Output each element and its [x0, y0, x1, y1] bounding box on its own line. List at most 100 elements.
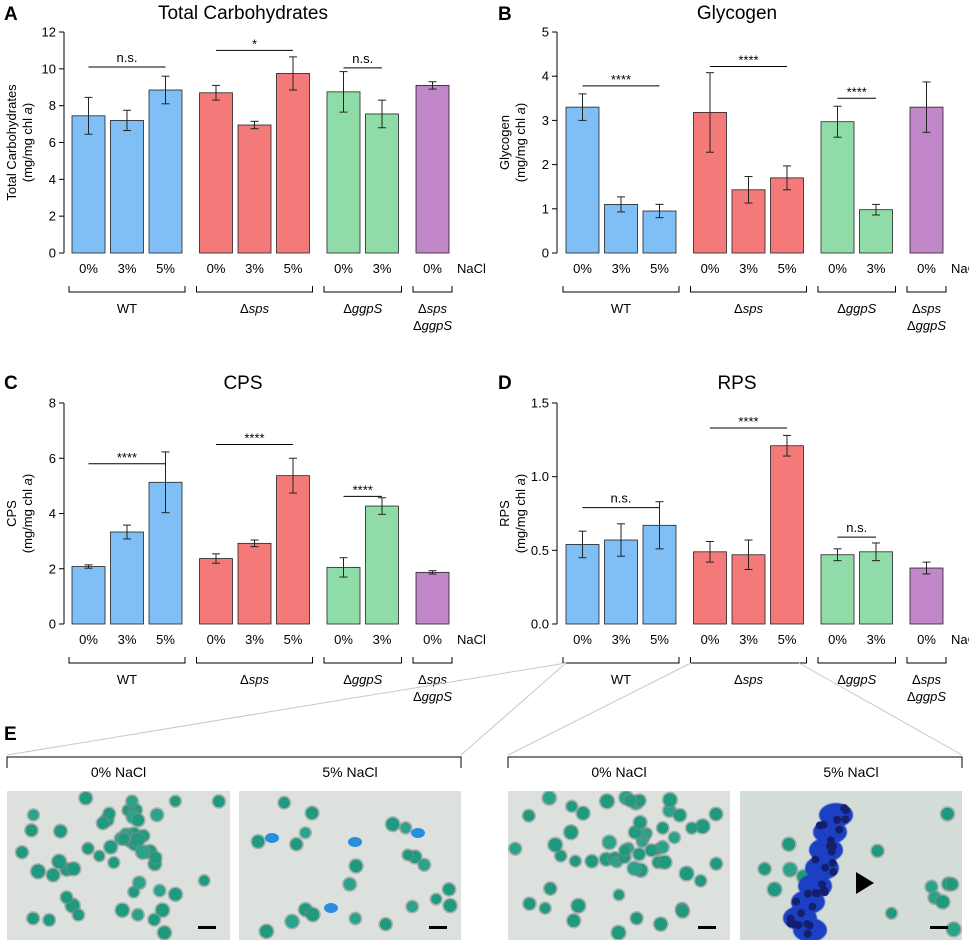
group-bracket	[412, 657, 453, 664]
rps-blob	[411, 828, 425, 838]
x-tick-label: 3%	[867, 632, 886, 647]
significance-label: *	[252, 36, 257, 51]
cell	[379, 918, 392, 930]
cell	[679, 866, 694, 881]
x-tick-label: 5%	[156, 632, 175, 647]
cell	[567, 914, 580, 927]
group-bracket	[323, 657, 402, 664]
aggregate-cell	[829, 867, 838, 876]
x-tick-label: 3%	[612, 632, 631, 647]
cell	[132, 909, 144, 921]
panel-e-bracket	[507, 756, 963, 768]
bar	[71, 566, 106, 625]
cell	[611, 926, 626, 940]
cell	[400, 822, 411, 834]
bar	[859, 209, 893, 254]
group-label: ΔggpS	[413, 318, 452, 333]
significance-label: ****	[738, 414, 758, 429]
group-label: Δsps	[734, 672, 763, 687]
significance-label: ****	[244, 430, 264, 445]
cell	[542, 791, 556, 805]
panel-e-microscopy: E 0% NaCl 5% NaCl 0% NaCl 5% NaCl	[4, 662, 963, 940]
y-axis-label: Glycogen	[497, 115, 512, 170]
micrograph-image	[740, 791, 962, 940]
cell	[695, 875, 707, 887]
y-axis-label: CPS	[4, 500, 19, 527]
group-bracket	[323, 286, 402, 293]
group-bracket	[196, 286, 313, 293]
cell	[630, 912, 643, 925]
y-tick-label: 5	[542, 25, 549, 40]
y-tick-label: 8	[49, 396, 56, 411]
cell	[103, 808, 115, 820]
x-tick-label: 0%	[701, 261, 720, 276]
cell	[148, 914, 160, 926]
aggregate-cell	[833, 815, 842, 824]
chart-title: Total Carbohydrates	[158, 3, 328, 24]
group-label: ΔggpS	[343, 672, 382, 687]
x-tick-label: 3%	[118, 632, 137, 647]
panel-letter: C	[4, 373, 18, 394]
micrograph-image	[508, 791, 730, 940]
x-tick-label: 0%	[701, 632, 720, 647]
cell	[108, 857, 120, 868]
panel-letter: E	[4, 724, 17, 745]
bar	[237, 124, 272, 254]
bar	[415, 571, 450, 625]
significance-label: ****	[117, 450, 137, 465]
cell	[54, 825, 67, 838]
y-tick-label: 0	[542, 246, 549, 261]
cell	[27, 912, 39, 925]
group-label: WT	[117, 301, 137, 316]
x-tick-label: 0%	[423, 632, 442, 647]
group-bracket	[817, 657, 896, 664]
zoom-connector-line	[460, 662, 567, 756]
y-tick-label: 2	[49, 209, 56, 224]
cell	[709, 807, 723, 821]
cell	[669, 832, 680, 843]
bar	[365, 113, 399, 254]
bar	[820, 554, 855, 625]
micrograph-label: 5% NaCl	[823, 764, 878, 780]
cell	[67, 862, 80, 876]
group-bracket	[68, 286, 186, 293]
group-label: WT	[611, 672, 631, 687]
x-tick-label: 0%	[423, 261, 442, 276]
cell	[695, 819, 710, 834]
x-tick-label: 0%	[573, 261, 592, 276]
group-label: Δsps	[912, 672, 941, 687]
bar	[693, 551, 727, 625]
x-tick-label: 5%	[650, 632, 669, 647]
cell	[443, 899, 457, 912]
scale-bar	[429, 926, 447, 929]
bar	[365, 505, 399, 625]
aggregate-cell	[794, 921, 803, 930]
aggregate-cell	[841, 815, 850, 824]
y-tick-label: 4	[49, 172, 56, 187]
cell	[72, 909, 84, 921]
y-tick-label: 12	[42, 25, 56, 40]
x-tick-label: 3%	[245, 632, 264, 647]
aggregate-cell	[828, 858, 837, 867]
cell	[657, 822, 669, 834]
significance-label: ****	[611, 72, 631, 87]
aggregate-cell	[811, 855, 820, 864]
x-tick-label: 3%	[373, 261, 392, 276]
cell	[169, 888, 182, 901]
cell	[658, 855, 672, 869]
cell	[925, 881, 938, 893]
y-axis-label: (mg/mg chl a)	[20, 474, 35, 553]
cell	[402, 849, 413, 861]
x-tick-label: 5%	[650, 261, 669, 276]
cell	[431, 894, 442, 905]
cell	[676, 905, 689, 918]
group-bracket	[562, 286, 680, 293]
cell	[154, 885, 166, 897]
bar	[770, 177, 804, 254]
group-label: Δsps	[912, 301, 941, 316]
aggregate-cell	[805, 921, 814, 930]
group-bracket	[690, 286, 807, 293]
group-label: WT	[117, 672, 137, 687]
bar	[276, 475, 310, 625]
